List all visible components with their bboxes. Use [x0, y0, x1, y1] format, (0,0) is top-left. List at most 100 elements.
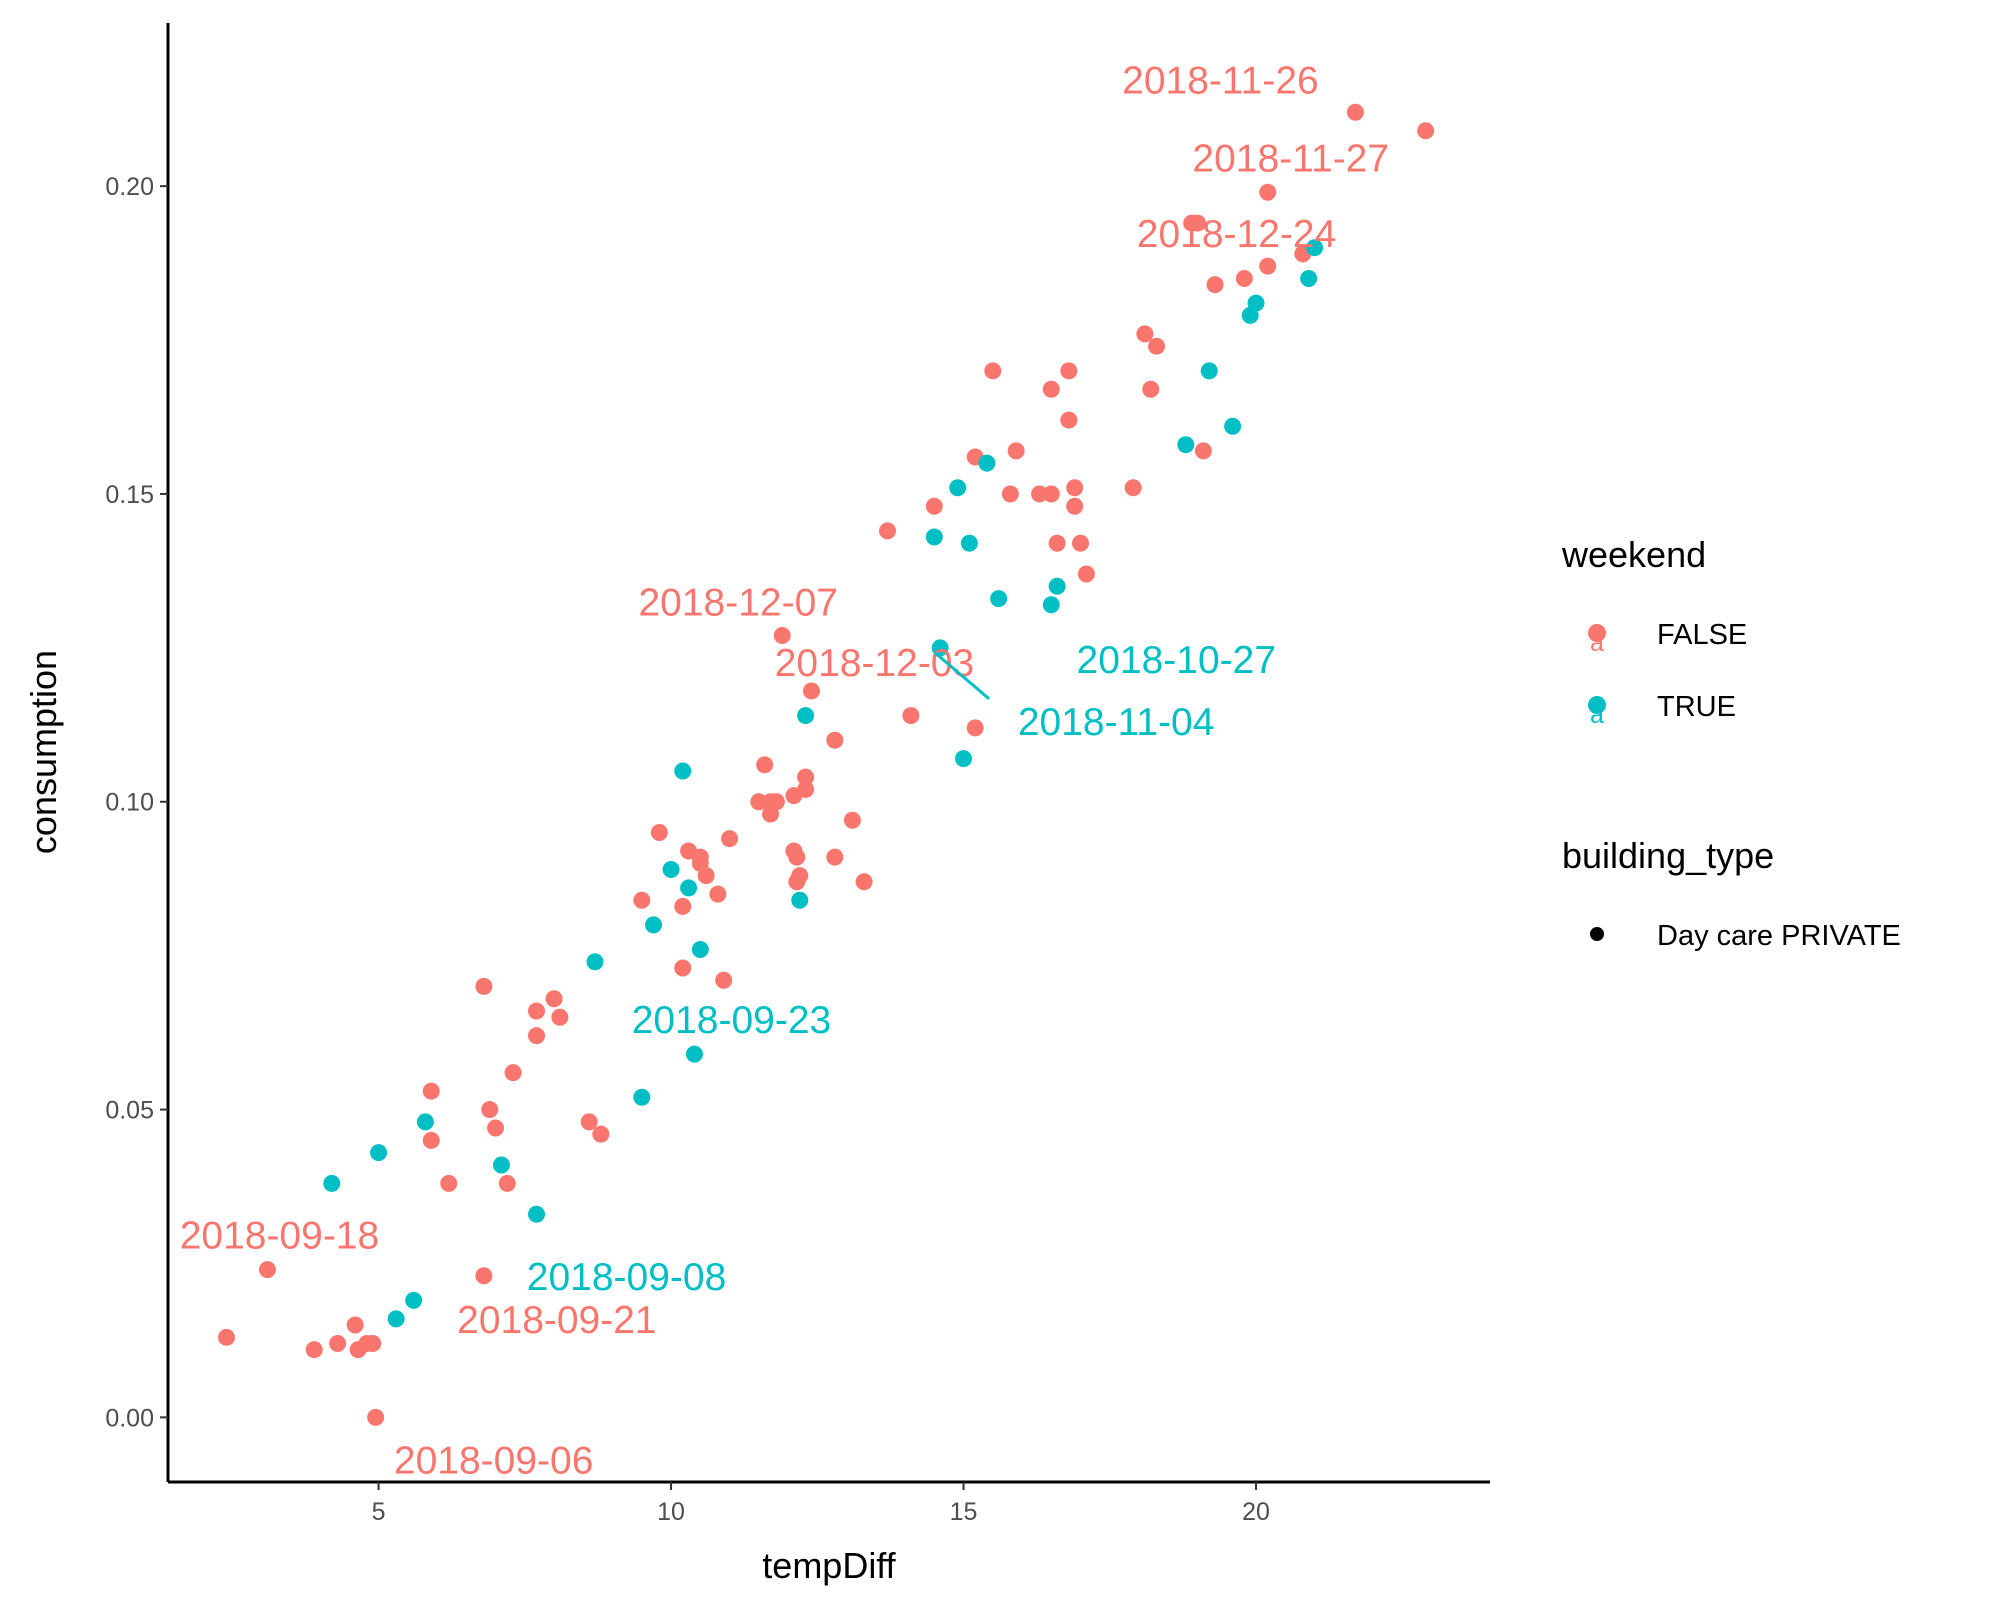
- data-point: [580, 1113, 598, 1131]
- data-point: [1189, 214, 1207, 232]
- x-tick-label: 20: [1242, 1498, 1270, 1526]
- legend-key-true-point: [1588, 696, 1606, 714]
- data-point: [767, 793, 785, 811]
- x-axis-title: tempDiff: [762, 1545, 896, 1586]
- legend-building-type: building_type Day care PRIVATE: [1562, 835, 1901, 952]
- legend-label-day-care-private: Day care PRIVATE: [1657, 920, 1901, 952]
- data-point: [498, 1174, 516, 1192]
- legend-key-false-point: [1588, 624, 1606, 642]
- data-point: [721, 830, 739, 848]
- data-point: [405, 1291, 423, 1309]
- data-point: [1200, 362, 1218, 380]
- data-point: [1031, 485, 1049, 503]
- point-annotation-label: 2018-12-03: [775, 642, 975, 685]
- points-layer: [217, 103, 1435, 1426]
- data-point: [791, 891, 809, 909]
- data-point: [1136, 325, 1154, 343]
- data-point: [1235, 269, 1253, 287]
- data-point: [1066, 497, 1084, 515]
- data-point: [258, 1261, 276, 1279]
- data-point: [674, 959, 692, 977]
- data-point: [416, 1113, 434, 1131]
- data-point: [984, 362, 1002, 380]
- data-point: [925, 528, 943, 546]
- data-point: [633, 891, 651, 909]
- y-axis-title: consumption: [23, 650, 64, 854]
- annotation-layer: 2018-11-26 2018-11-27 2018-12-24 2018-12-07…: [180, 59, 1389, 1482]
- data-point: [422, 1131, 440, 1149]
- legend-item-false: a FALSE: [1588, 619, 1747, 657]
- data-point: [364, 1334, 382, 1352]
- data-point: [440, 1174, 458, 1192]
- data-point: [680, 879, 698, 897]
- data-point: [925, 497, 943, 515]
- y-tick-label: 0.00: [105, 1404, 154, 1432]
- legend-weekend-title: weekend: [1561, 534, 1706, 575]
- legend-key-false-glyph: a: [1590, 629, 1604, 657]
- data-point: [545, 990, 563, 1008]
- data-point: [802, 682, 820, 700]
- data-point: [586, 953, 604, 971]
- data-point: [1300, 269, 1318, 287]
- data-point: [691, 940, 709, 958]
- x-tick-label: 5: [372, 1498, 386, 1526]
- data-point: [422, 1082, 440, 1100]
- data-point: [1206, 276, 1224, 294]
- data-point: [788, 848, 806, 866]
- data-point: [1259, 183, 1277, 201]
- data-point: [1417, 122, 1435, 140]
- data-point: [475, 977, 493, 995]
- series-true: [323, 239, 1324, 1328]
- x-tick-label: 10: [657, 1498, 685, 1526]
- data-point: [1066, 479, 1084, 497]
- data-point: [528, 1002, 546, 1020]
- data-point: [370, 1144, 388, 1162]
- data-point: [528, 1027, 546, 1045]
- data-point: [674, 762, 692, 780]
- data-point: [475, 1267, 493, 1285]
- data-point: [1247, 294, 1265, 312]
- data-point: [978, 454, 996, 472]
- data-point: [504, 1064, 522, 1082]
- legend-item-true: a TRUE: [1588, 691, 1736, 729]
- data-point: [756, 756, 774, 774]
- data-point: [662, 860, 680, 878]
- data-point: [855, 873, 873, 891]
- data-point: [1124, 479, 1142, 497]
- point-annotation-label: 2018-12-24: [1137, 213, 1337, 256]
- y-tick-label: 0.15: [105, 481, 154, 509]
- data-point: [551, 1008, 569, 1026]
- data-point: [1346, 103, 1364, 121]
- data-point: [1048, 577, 1066, 595]
- point-annotation-label: 2018-12-07: [638, 582, 838, 625]
- point-annotation-label: 2018-10-27: [1077, 639, 1277, 682]
- data-point: [990, 590, 1008, 608]
- data-point: [633, 1088, 651, 1106]
- x-ticks: 5 10 15 20: [372, 1482, 1270, 1526]
- point-annotation-label: 2018-09-06: [394, 1439, 594, 1482]
- y-tick-label: 0.20: [105, 173, 154, 201]
- data-point: [966, 719, 984, 737]
- data-point: [1042, 596, 1060, 614]
- data-point: [902, 707, 920, 725]
- y-ticks: 0.00 0.05 0.10 0.15 0.20: [105, 173, 168, 1432]
- data-point: [1042, 380, 1060, 398]
- data-point: [1306, 239, 1324, 257]
- data-point: [1177, 436, 1195, 454]
- data-point: [797, 780, 815, 798]
- legend-building-type-title: building_type: [1562, 835, 1774, 876]
- data-point: [1042, 485, 1060, 503]
- data-point: [1259, 257, 1277, 275]
- data-point: [1060, 362, 1078, 380]
- data-point: [645, 916, 663, 934]
- data-point: [955, 750, 973, 768]
- point-annotation-label: 2018-09-23: [632, 999, 832, 1042]
- data-point: [797, 768, 815, 786]
- legend-key-building-point: [1590, 927, 1604, 941]
- data-point: [826, 731, 844, 749]
- data-point: [685, 1045, 703, 1063]
- x-tick-label: 15: [950, 1498, 978, 1526]
- data-point: [773, 627, 791, 645]
- y-tick-label: 0.10: [105, 789, 154, 817]
